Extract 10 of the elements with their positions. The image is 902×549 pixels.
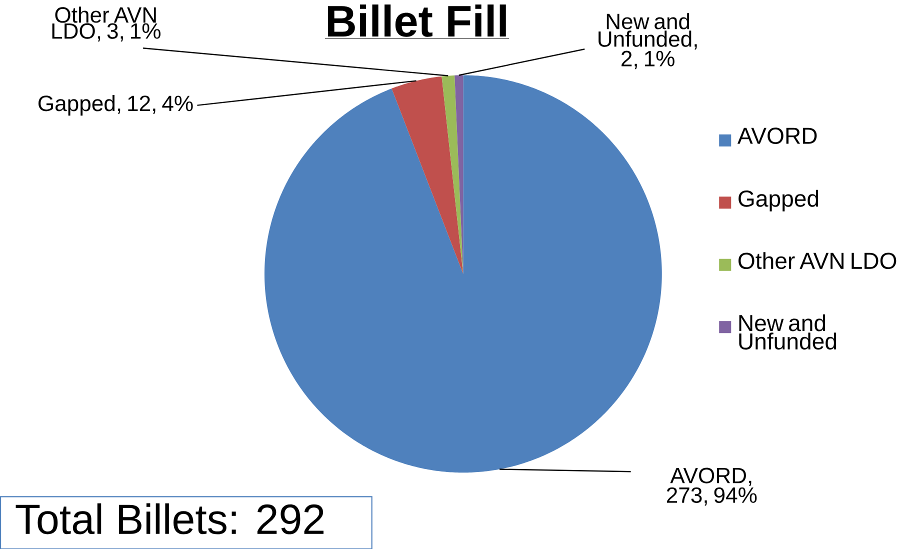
- text: Total Billets: 292: [16, 503, 324, 534]
- data-label: AVORD, 273, 94%: [666, 468, 757, 506]
- legend-label: Other AVN LDO: [738, 252, 896, 269]
- data-label: Gapped, 12, 4%: [38, 94, 193, 116]
- data-label: New and Unfunded, 2, 1%: [598, 12, 697, 69]
- chart-title: Billet Fill: [328, 4, 506, 37]
- legend-label: AVORD: [737, 127, 817, 144]
- legend-label: New and Unfunded: [739, 314, 836, 350]
- legend-label: Gapped: [738, 190, 818, 212]
- data-label: Other AVN LDO, 3, 1%: [52, 6, 160, 42]
